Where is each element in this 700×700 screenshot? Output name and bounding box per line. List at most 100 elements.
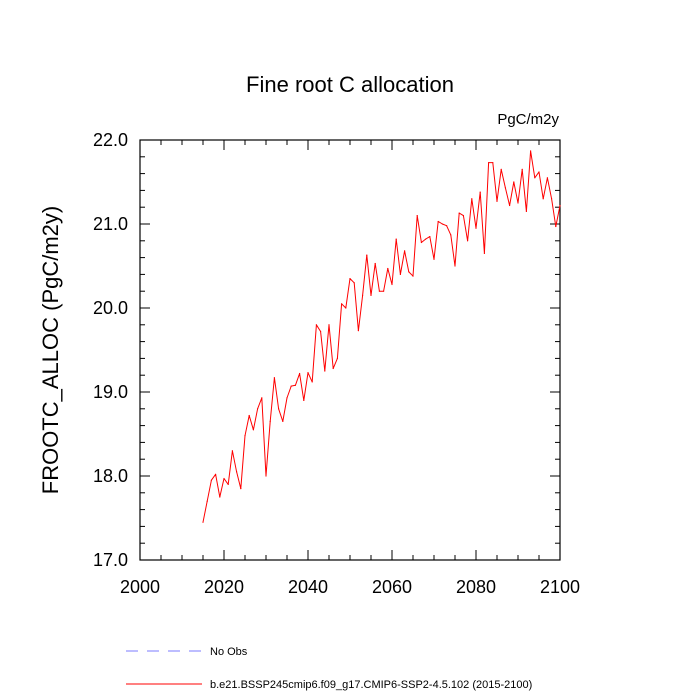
data-point [479, 191, 481, 193]
x-tick-label: 2080 [456, 577, 496, 597]
data-point [383, 290, 385, 292]
data-point [378, 290, 380, 292]
data-point [504, 187, 506, 189]
data-point [521, 168, 523, 170]
data-point [429, 236, 431, 238]
y-tick-label: 22.0 [93, 130, 128, 150]
data-point [559, 204, 561, 207]
data-point [307, 372, 309, 374]
data-point [450, 234, 452, 236]
data-point [236, 471, 238, 473]
data-point [206, 500, 208, 502]
data-point [252, 429, 254, 431]
y-tick-label: 17.0 [93, 550, 128, 570]
y-tick-label: 18.0 [93, 466, 128, 486]
data-point [336, 357, 338, 359]
data-point [525, 210, 528, 212]
data-point [286, 397, 288, 399]
data-point [215, 473, 217, 475]
data-point [227, 483, 229, 485]
data-point [311, 381, 313, 383]
data-point [349, 278, 351, 280]
data-point [282, 420, 284, 422]
data-point [437, 220, 439, 223]
data-point [467, 240, 469, 242]
data-point [446, 225, 448, 227]
data-point [509, 204, 511, 207]
data-point [483, 252, 485, 254]
data-point [441, 223, 443, 225]
data-point [261, 397, 263, 399]
data-point [496, 200, 498, 202]
data-point [315, 324, 317, 326]
data-point [387, 267, 389, 270]
data-point [374, 262, 376, 265]
data-point [299, 372, 301, 375]
data-point [345, 307, 347, 309]
data-point [433, 258, 435, 260]
data-point [391, 283, 393, 286]
data-point [257, 408, 259, 410]
axis-tick-labels: 2000 2020 2040 2060 2080 2100 17.0 18.0 19.0 20.0… [93, 130, 580, 597]
data-point [546, 177, 549, 179]
data-point [370, 294, 372, 296]
data-point [492, 162, 494, 164]
data-point [269, 420, 271, 422]
data-point [500, 168, 502, 170]
data-point [488, 162, 490, 164]
data-point [231, 450, 233, 452]
y-axis-label: FROOTC_ALLOC (PgC/m2y) [38, 206, 63, 495]
data-point [454, 265, 456, 267]
data-point [328, 324, 330, 326]
axis-ticks [139, 139, 561, 561]
x-tick-label: 2040 [288, 577, 328, 597]
y-tick-label: 21.0 [93, 214, 128, 234]
data-point [324, 370, 326, 372]
data-point [416, 215, 418, 217]
data-point [294, 384, 296, 386]
data-point [408, 271, 410, 273]
data-point [538, 171, 540, 173]
data-point [202, 521, 204, 523]
chart-title: Fine root C allocation [246, 72, 454, 97]
x-tick-label: 2020 [204, 577, 244, 597]
data-point [273, 377, 275, 379]
data-point [320, 330, 322, 333]
data-point [458, 212, 460, 214]
data-point [362, 294, 364, 296]
data-point [425, 238, 427, 240]
data-point [248, 414, 250, 417]
data-point [513, 181, 515, 183]
data-point [555, 225, 557, 228]
data-point [542, 198, 544, 200]
data-point [265, 475, 267, 477]
legend-label: No Obs [210, 646, 248, 658]
y-tick-label: 19.0 [93, 382, 128, 402]
data-point [399, 273, 401, 275]
data-point [353, 282, 355, 284]
data-point [395, 238, 397, 240]
data-point [290, 385, 292, 387]
y-tick-label: 20.0 [93, 298, 128, 318]
data-point [420, 241, 422, 244]
data-point [404, 250, 406, 252]
data-point [475, 227, 477, 229]
legend: No Obs b.e21.BSSP245cmip6.f09_g17.CMIP6-S… [126, 646, 532, 691]
data-point [530, 150, 532, 152]
x-tick-label: 2060 [372, 577, 412, 597]
data-point [278, 408, 280, 410]
data-point [551, 198, 553, 200]
data-point [332, 367, 334, 370]
data-point [210, 479, 212, 481]
data-point [341, 303, 343, 305]
data-point [534, 177, 536, 179]
units-label: PgC/m2y [497, 111, 559, 128]
series-line [202, 150, 561, 523]
data-point [517, 202, 519, 204]
legend-label: b.e21.BSSP245cmip6.f09_g17.CMIP6-SSP2-4.… [210, 679, 532, 691]
data-point [412, 275, 414, 277]
data-point [462, 215, 464, 217]
data-point [366, 254, 368, 256]
data-point [223, 477, 225, 480]
